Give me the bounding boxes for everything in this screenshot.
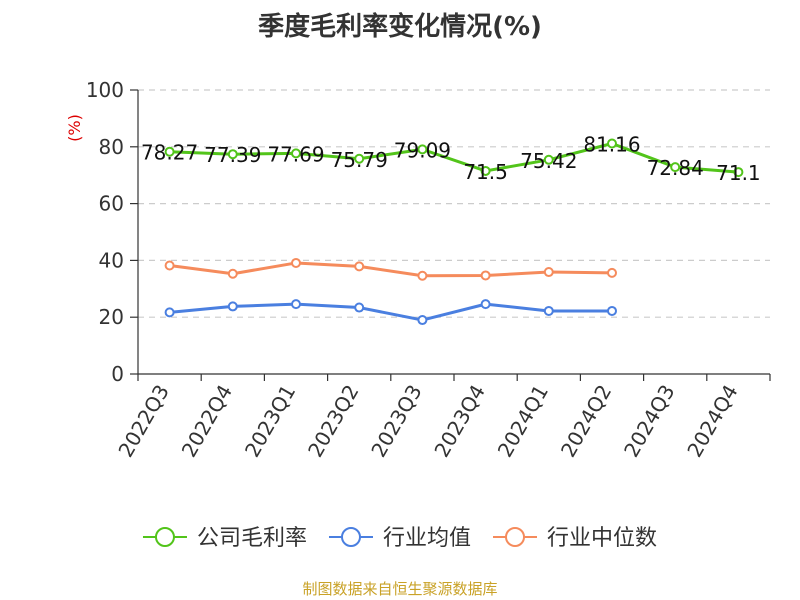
y-tick-label: 80 [99,135,124,159]
data-point [607,305,617,316]
x-tick-label: 2024Q2 [556,381,616,462]
data-label: 78.27 [141,141,198,165]
y-tick-label: 60 [99,192,124,216]
data-point [227,301,238,312]
data-label: 81.16 [583,133,640,157]
data-point [480,299,491,310]
data-point [417,315,428,326]
y-axis-unit-label: (%) [65,114,84,142]
series-line [169,302,612,322]
x-tick-label: 2022Q4 [177,381,237,462]
data-point [354,302,365,313]
data-label: 71.5 [463,160,508,184]
data-point [227,268,238,279]
data-point [354,153,365,164]
data-label: 75.42 [520,149,577,173]
data-point [733,167,744,178]
x-tick-label: 2023Q2 [303,381,363,462]
data-point [607,138,617,149]
series-lines [164,138,744,326]
data-point [164,260,175,271]
legend-label: 行业均值 [383,526,471,551]
data-point [480,270,491,281]
x-tick-label: 2024Q3 [619,381,679,462]
data-point [417,270,428,281]
legend-item[interactable]: 行业均值 [328,526,471,551]
x-tick-label: 2023Q1 [240,381,300,462]
y-tick-label: 0 [111,362,124,386]
data-point [543,154,554,165]
x-tick-label: 2024Q1 [493,381,553,462]
data-point [291,257,301,268]
chart-title: 季度毛利率变化情况(%) [258,12,542,42]
series-line [169,261,613,278]
data-label: 75.79 [331,148,388,172]
data-point [291,299,301,310]
data-label: 77.69 [267,142,324,166]
y-tick-label: 100 [86,78,124,102]
data-point [670,162,681,173]
legend-marker [154,527,175,547]
legend: 公司毛利率 行业均值 行业中位数 [142,526,657,551]
data-point [480,165,491,176]
data-point [164,146,175,157]
footer-source: 制图数据来自恒生聚源数据库 [302,580,498,598]
data-label: 77.39 [204,143,261,167]
data-label: 79.09 [394,138,451,162]
legend-label: 行业中位数 [547,526,657,551]
x-tick-label: 2024Q4 [682,381,742,462]
data-point [543,305,554,316]
data-point [164,307,175,318]
legend-item[interactable]: 行业中位数 [493,526,657,551]
data-label: 71.1 [716,161,761,185]
y-tick-label: 40 [99,248,124,272]
series-line [169,142,739,174]
x-tick-label: 2023Q3 [366,381,426,462]
legend-marker [340,527,361,547]
legend-marker [505,527,526,547]
data-point [417,144,428,155]
gridlines [138,89,770,318]
data-point [227,149,238,160]
legend-item[interactable]: 公司毛利率 [142,526,307,551]
legend-label: 公司毛利率 [197,526,307,551]
data-point [607,267,617,278]
data-point [543,267,554,278]
x-tick-label: 2023Q4 [429,380,489,461]
x-tick-label: 2022Q3 [113,381,173,462]
y-tick-label: 20 [99,305,124,329]
data-point [291,148,301,159]
data-point [354,261,365,272]
data-label: 72.84 [647,156,704,180]
